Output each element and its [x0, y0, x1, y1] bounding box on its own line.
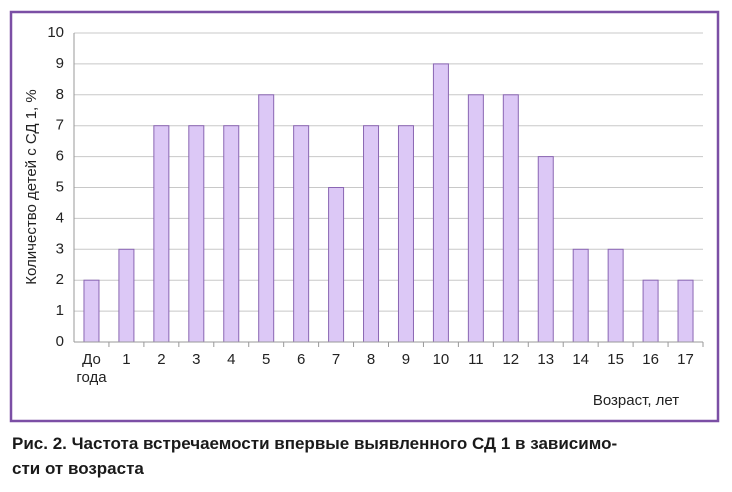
y-tick-label: 7 [56, 117, 64, 134]
x-tick-label: 3 [192, 351, 201, 368]
y-tick-label: 1 [56, 302, 64, 319]
x-tick-label: 14 [572, 351, 590, 368]
y-tick-label: 9 [56, 55, 64, 72]
caption-line: Рис. 2. Частота встречаемости впервые вы… [12, 434, 618, 453]
x-tick-label: 10 [432, 351, 450, 368]
bar [467, 94, 484, 343]
x-tick-label: 5 [262, 351, 271, 368]
bar [677, 279, 694, 343]
bar [537, 156, 554, 343]
bar [607, 248, 624, 343]
bar [502, 94, 519, 343]
bar [328, 187, 345, 343]
x-tick-label: 15 [607, 351, 624, 368]
y-axis-label: Количество детей с СД 1, % [23, 89, 40, 284]
bar [363, 125, 380, 343]
x-tick-label: 6 [296, 351, 306, 368]
y-tick-label: 4 [56, 209, 64, 226]
bar [118, 248, 135, 343]
x-tick-label: 17 [677, 351, 694, 368]
x-tick-label: 7 [331, 351, 341, 368]
y-tick-label: 3 [56, 240, 64, 257]
bar [572, 248, 589, 343]
y-tick-label: 10 [47, 24, 64, 41]
x-axis-label: Возраст, лет [593, 392, 679, 409]
y-tick-label: 6 [56, 148, 64, 165]
x-tick-label: 8 [366, 351, 376, 368]
y-tick-label: 5 [56, 178, 64, 195]
bar [188, 125, 205, 343]
x-tick-label: 13 [537, 351, 555, 368]
bar [258, 94, 275, 343]
caption-line: сти от возраста [12, 459, 144, 478]
x-tick-label: 4 [227, 351, 236, 368]
chart-frame [9, 10, 720, 423]
bar [83, 279, 100, 343]
bar [432, 63, 449, 343]
x-tick-label: 16 [642, 351, 659, 368]
bar [397, 125, 414, 343]
chart: Количество детей с СД 1, % Возраст, лет … [9, 10, 720, 423]
bar [642, 279, 659, 343]
y-tick-label: 0 [56, 333, 64, 350]
y-tick-label: 8 [56, 86, 64, 103]
x-tick-label: 9 [401, 351, 411, 368]
x-tick-label: 2 [157, 351, 166, 368]
y-tick-label: 2 [56, 271, 64, 288]
x-tick-label: 11 [468, 351, 484, 368]
bar [223, 125, 240, 343]
x-tick-label: До года [76, 351, 107, 386]
x-tick-label: 12 [502, 351, 520, 368]
bar [153, 125, 170, 343]
bar [293, 125, 310, 343]
x-tick-label: 1 [122, 351, 131, 368]
